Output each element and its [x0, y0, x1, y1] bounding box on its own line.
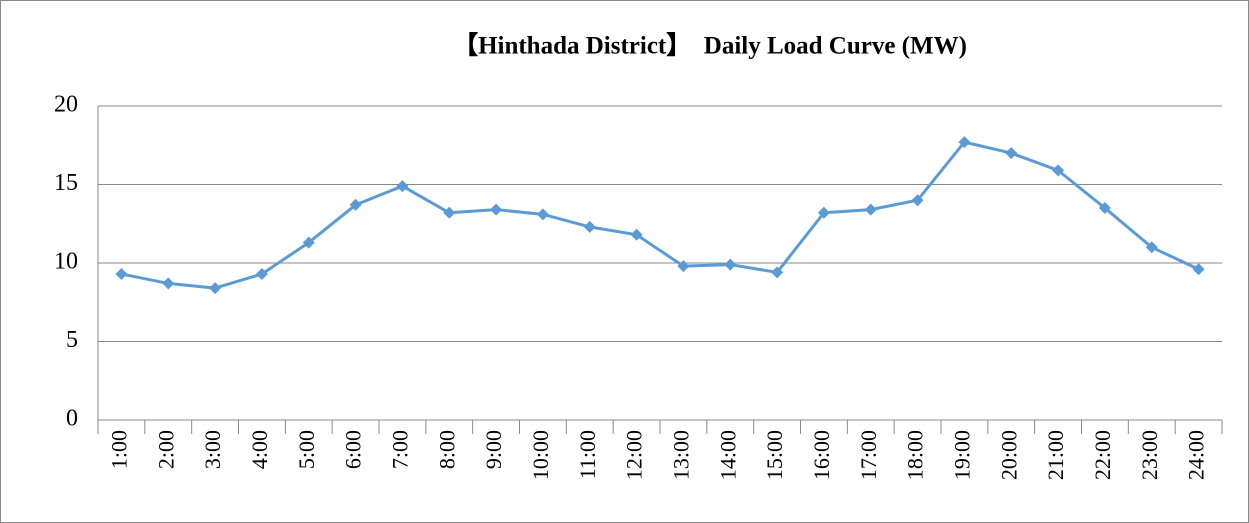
- x-tick-label: 4:00: [247, 430, 272, 469]
- y-tick-label: 10: [54, 249, 78, 275]
- x-tick-label: 2:00: [153, 430, 178, 469]
- x-tick-label: 12:00: [622, 430, 647, 480]
- x-tick-label: 22:00: [1090, 430, 1115, 480]
- marker: [302, 236, 315, 249]
- x-tick-label: 5:00: [294, 430, 319, 469]
- x-tick-label: 15:00: [762, 430, 787, 480]
- marker: [1145, 241, 1158, 254]
- marker: [396, 180, 409, 193]
- marker: [724, 258, 737, 271]
- marker: [1005, 147, 1018, 160]
- x-tick-label: 17:00: [856, 430, 881, 480]
- y-tick-label: 20: [54, 92, 78, 118]
- x-tick-label: 8:00: [434, 430, 459, 469]
- x-tick-label: 24:00: [1184, 430, 1209, 480]
- x-tick-label: 3:00: [200, 430, 225, 469]
- marker: [443, 206, 456, 219]
- y-tick-label: 15: [54, 170, 78, 196]
- marker: [1098, 202, 1111, 215]
- x-tick-label: 16:00: [809, 430, 834, 480]
- line: [121, 140, 1200, 290]
- marker: [864, 203, 877, 216]
- marker: [583, 220, 596, 233]
- marker: [911, 194, 924, 207]
- x-tick-label: 21:00: [1043, 430, 1068, 480]
- y-tick-label: 5: [66, 327, 78, 353]
- marker: [162, 277, 175, 290]
- x-tick-label: 9:00: [481, 430, 506, 469]
- marker: [115, 267, 128, 280]
- x-tick-label: 10:00: [528, 430, 553, 480]
- y-tick-label: 0: [66, 406, 78, 432]
- marker: [536, 208, 549, 221]
- marker: [958, 136, 971, 149]
- x-tick-label: 6:00: [341, 430, 366, 469]
- x-tick-label: 20:00: [996, 430, 1021, 480]
- marker: [255, 267, 268, 280]
- chart-title: 【Hinthada District】 Daily Load Curve (MW…: [453, 32, 967, 60]
- marker: [817, 206, 830, 219]
- x-tick-label: 11:00: [575, 430, 600, 479]
- x-tick-label: 14:00: [715, 430, 740, 480]
- marker: [1192, 263, 1205, 276]
- x-tick-label: 23:00: [1137, 430, 1162, 480]
- marker: [490, 203, 503, 216]
- x-tick-label: 1:00: [106, 430, 131, 469]
- x-tick-label: 19:00: [949, 430, 974, 480]
- marker: [677, 260, 690, 273]
- x-tick-label: 18:00: [903, 430, 928, 480]
- marker: [349, 198, 362, 211]
- marker: [630, 228, 643, 241]
- marker: [209, 282, 222, 295]
- marker: [1052, 164, 1065, 177]
- x-tick-label: 7:00: [387, 430, 412, 469]
- marker: [771, 266, 784, 279]
- x-tick-label: 13:00: [668, 430, 693, 480]
